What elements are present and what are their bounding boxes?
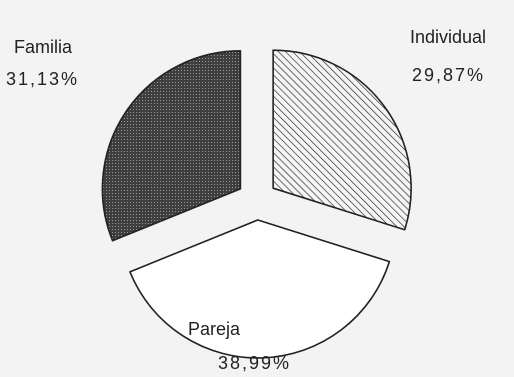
slice-value-pareja: 38,99% xyxy=(218,353,292,373)
slice-label-familia: Familia xyxy=(14,37,73,57)
pie-slice-pareja xyxy=(129,219,391,359)
slice-label-pareja: Pareja xyxy=(188,319,241,339)
slice-value-individual: 29,87% xyxy=(412,65,486,85)
slice-label-individual: Individual xyxy=(410,27,487,47)
pie-slice-individual xyxy=(272,49,412,231)
slice-value-familia: 31,13% xyxy=(6,69,80,89)
pie-slice-familia xyxy=(101,50,242,242)
